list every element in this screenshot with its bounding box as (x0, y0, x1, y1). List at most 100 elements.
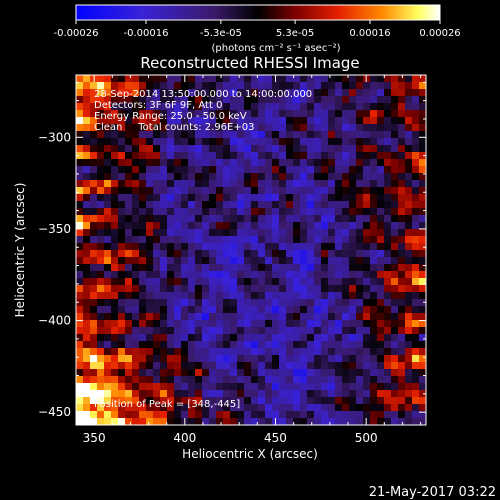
heatmap-pixel (216, 397, 224, 405)
heatmap-pixel (195, 271, 203, 279)
heatmap-pixel (223, 138, 231, 146)
heatmap-pixel (363, 180, 371, 188)
heatmap-pixel (195, 145, 203, 153)
heatmap-pixel (349, 292, 357, 300)
heatmap-pixel (412, 145, 420, 153)
heatmap-pixel (405, 222, 413, 230)
heatmap-pixel (153, 180, 161, 188)
heatmap-pixel (405, 124, 413, 132)
heatmap-pixel (160, 348, 168, 356)
heatmap-pixel (181, 103, 189, 111)
heatmap-pixel (377, 96, 385, 104)
heatmap-pixel (398, 173, 406, 181)
heatmap-pixel (76, 278, 84, 286)
heatmap-pixel (237, 299, 245, 307)
heatmap-pixel (251, 327, 259, 335)
heatmap-pixel (377, 362, 385, 370)
heatmap-pixel (321, 285, 329, 293)
heatmap-pixel (153, 103, 161, 111)
heatmap-pixel (153, 117, 161, 125)
heatmap-pixel (293, 159, 301, 167)
heatmap-pixel (349, 383, 357, 391)
heatmap-pixel (188, 75, 196, 83)
heatmap-pixel (139, 327, 147, 335)
heatmap-pixel (419, 278, 426, 286)
heatmap-pixel (97, 243, 105, 251)
heatmap-pixel (230, 411, 238, 419)
heatmap-pixel (251, 208, 259, 216)
heatmap-pixel (370, 215, 378, 223)
heatmap-pixel (97, 89, 105, 97)
heatmap-pixel (223, 89, 231, 97)
heatmap-pixel (279, 320, 287, 328)
heatmap-pixel (363, 313, 371, 321)
heatmap-pixel (286, 327, 294, 335)
heatmap-pixel (83, 208, 91, 216)
heatmap-pixel (307, 320, 315, 328)
heatmap-pixel (146, 285, 154, 293)
heatmap-pixel (412, 159, 420, 167)
heatmap-pixel (76, 383, 84, 391)
heatmap-pixel (419, 201, 426, 209)
heatmap-pixel (314, 159, 322, 167)
heatmap-pixel (216, 187, 224, 195)
heatmap-pixel (300, 166, 308, 174)
heatmap-pixel (370, 397, 378, 405)
heatmap-pixel (244, 348, 252, 356)
heatmap-pixel (111, 75, 119, 83)
heatmap-pixel (321, 404, 329, 412)
heatmap-pixel (76, 201, 84, 209)
heatmap-pixel (83, 264, 91, 272)
heatmap-pixel (265, 271, 273, 279)
heatmap-pixel (146, 257, 154, 265)
heatmap-pixel (349, 285, 357, 293)
heatmap-pixel (181, 166, 189, 174)
heatmap-pixel (300, 278, 308, 286)
heatmap-pixel (195, 285, 203, 293)
heatmap-pixel (83, 103, 91, 111)
heatmap-pixel (146, 341, 154, 349)
heatmap-pixel (104, 383, 112, 391)
heatmap-pixel (293, 355, 301, 363)
heatmap-pixel (111, 348, 119, 356)
heatmap-pixel (83, 411, 91, 419)
heatmap-pixel (118, 103, 126, 111)
heatmap-pixel (272, 390, 280, 398)
heatmap-pixel (188, 138, 196, 146)
heatmap-pixel (384, 131, 392, 139)
heatmap-pixel (160, 173, 168, 181)
heatmap-pixel (293, 299, 301, 307)
heatmap-pixel (391, 215, 399, 223)
heatmap-pixel (412, 306, 420, 314)
heatmap-pixel (363, 257, 371, 265)
heatmap-pixel (391, 320, 399, 328)
heatmap-pixel (146, 124, 154, 132)
heatmap-pixel (244, 306, 252, 314)
heatmap-pixel (97, 390, 105, 398)
heatmap-pixel (405, 103, 413, 111)
heatmap-pixel (328, 285, 336, 293)
heatmap-pixel (328, 75, 336, 83)
colorbar-tick-label: 5.3e-05 (276, 28, 314, 39)
heatmap-pixel (265, 222, 273, 230)
heatmap-pixel (209, 152, 217, 160)
heatmap-pixel (90, 215, 98, 223)
heatmap-pixel (349, 369, 357, 377)
heatmap-pixel (174, 110, 182, 118)
heatmap-pixel (90, 250, 98, 258)
heatmap-pixel (363, 250, 371, 258)
heatmap-pixel (188, 278, 196, 286)
heatmap-pixel (216, 264, 224, 272)
heatmap-pixel (188, 124, 196, 132)
heatmap-pixel (174, 334, 182, 342)
heatmap-pixel (237, 82, 245, 90)
heatmap-pixel (76, 292, 84, 300)
heatmap-pixel (223, 271, 231, 279)
heatmap-pixel (363, 362, 371, 370)
heatmap-pixel (342, 376, 350, 384)
heatmap-pixel (104, 194, 112, 202)
heatmap-pixel (293, 215, 301, 223)
heatmap-pixel (132, 313, 140, 321)
heatmap-pixel (328, 159, 336, 167)
heatmap-pixel (300, 369, 308, 377)
